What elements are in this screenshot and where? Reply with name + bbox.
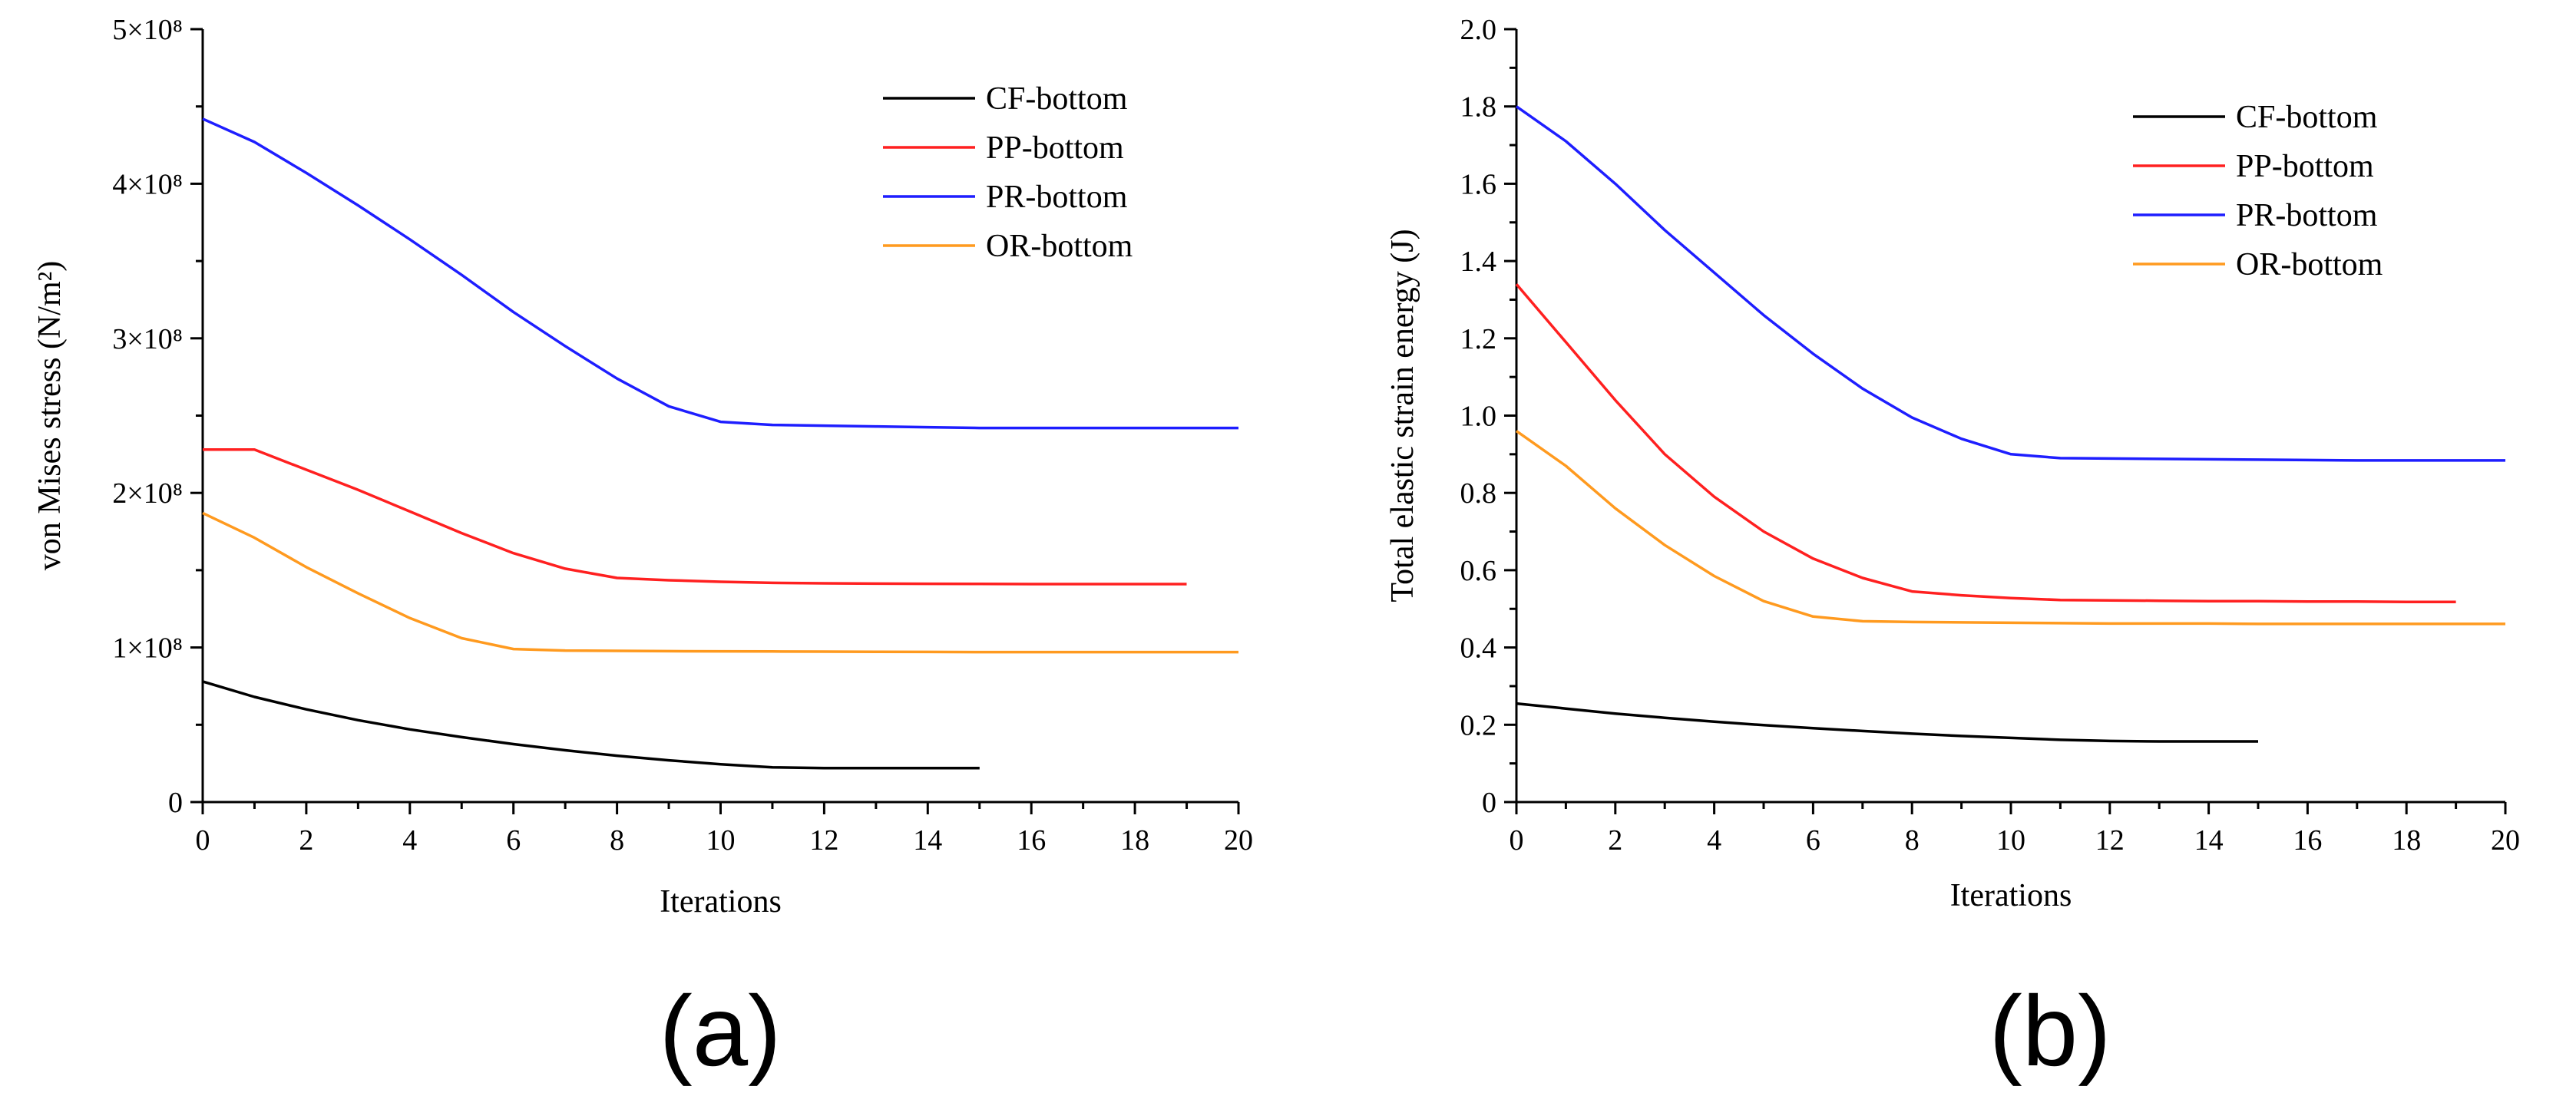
y-tick-label: 0.6: [1460, 555, 1497, 587]
y-tick-label: 0.2: [1460, 709, 1497, 741]
x-tick-label: 10: [1996, 824, 2025, 857]
x-tick-label: 18: [2392, 824, 2421, 857]
legend-label-pp-bottom: PP-bottom: [986, 130, 1124, 166]
x-axis-label: Iterations: [1950, 878, 2072, 913]
x-tick-label: 16: [2293, 824, 2322, 857]
x-tick-label: 2: [299, 824, 313, 857]
x-tick-label: 10: [706, 824, 736, 857]
y-tick-label: 2×10⁸: [112, 477, 183, 510]
legend-label-pp-bottom: PP-bottom: [2236, 149, 2374, 184]
y-tick-label: 0.8: [1460, 477, 1497, 510]
chart-a: 0 2 4 6 8 10 12 14 16 18 20 0 1×10⁸ 2×10⁸ 3×10⁸ 4×10⁸ 5×…: [32, 14, 1253, 1087]
y-tick-label: 1.0: [1460, 401, 1497, 433]
legend: CF-bottom PP-bottom PR-bottom OR-bottom: [2133, 100, 2383, 282]
series-line-or-bottom: [202, 511, 1238, 654]
series-line-pr-bottom: [1515, 105, 2505, 462]
x-tick-label: 6: [506, 824, 521, 857]
y-tick-label: 1.4: [1460, 246, 1497, 278]
y-tick-label: 3×10⁸: [112, 323, 183, 355]
x-tick-label: 12: [809, 824, 838, 857]
series-line-or-bottom: [1515, 430, 2505, 626]
x-tick-label: 0: [196, 824, 210, 857]
x-tick-label: 18: [1120, 824, 1149, 857]
series-line-cf-bottom: [202, 680, 980, 770]
y-tick-label: 5×10⁸: [112, 14, 183, 46]
chart-b: 0 2 4 6 8 10 12 14 16 18 20 0 0.2 0.4 0.6 0.8 1.0 1.2 1.4 1…: [1385, 14, 2520, 1087]
legend: CF-bottom PP-bottom PR-bottom OR-bottom: [883, 81, 1133, 264]
panel-label: (b): [1989, 975, 2111, 1087]
y-tick-label: 0: [1482, 787, 1496, 819]
y-tick-label: 0: [168, 787, 183, 819]
y-tick-label: 4×10⁸: [112, 168, 183, 200]
x-tick-label: 14: [913, 824, 942, 857]
panel-label: (a): [660, 975, 782, 1087]
series-line-pr-bottom: [202, 117, 1238, 430]
legend-label-or-bottom: OR-bottom: [2236, 247, 2383, 282]
x-tick-label: 2: [1608, 824, 1622, 857]
y-tick-label: 1×10⁸: [112, 632, 183, 665]
x-tick-label: 20: [2491, 824, 2520, 857]
x-axis-label: Iterations: [660, 884, 782, 919]
x-tick-label: 8: [610, 824, 624, 857]
y-tick-label: 1.2: [1460, 323, 1497, 355]
x-tick-label: 20: [1224, 824, 1253, 857]
x-tick-label: 6: [1806, 824, 1820, 857]
series-line-pp-bottom: [1515, 283, 2456, 603]
x-tick-label: 0: [1510, 824, 1524, 857]
y-tick-label: 1.6: [1460, 168, 1497, 200]
y-tick-label: 2.0: [1460, 14, 1497, 46]
x-tick-label: 14: [2194, 824, 2224, 857]
x-tick-label: 4: [1707, 824, 1721, 857]
x-tick-label: 8: [1905, 824, 1920, 857]
y-tick-label: 0.4: [1460, 632, 1497, 665]
x-tick-label: 16: [1017, 824, 1046, 857]
x-tick-label: 4: [402, 824, 417, 857]
y-tick-label: 1.8: [1460, 91, 1497, 124]
series-line-cf-bottom: [1516, 702, 2258, 743]
legend-label-pr-bottom: PR-bottom: [2236, 198, 2378, 233]
legend-label-cf-bottom: CF-bottom: [2236, 100, 2378, 135]
series-line-pp-bottom: [203, 448, 1187, 586]
legend-label-pr-bottom: PR-bottom: [986, 180, 1128, 215]
y-axis-label: von Mises stress (N/m²): [32, 261, 68, 570]
legend-label-cf-bottom: CF-bottom: [986, 81, 1128, 117]
y-axis-label: Total elastic strain energy (J): [1385, 229, 1420, 602]
x-tick-label: 12: [2095, 824, 2125, 857]
legend-label-or-bottom: OR-bottom: [986, 229, 1133, 264]
